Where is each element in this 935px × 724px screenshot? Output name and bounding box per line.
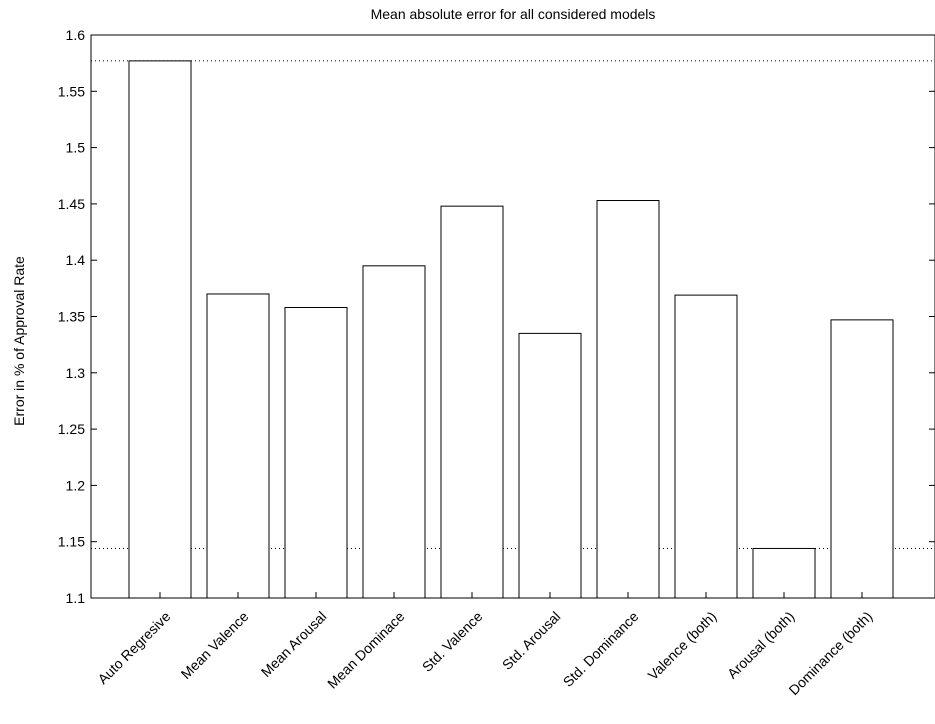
x-tick-label: Mean Dominace bbox=[324, 608, 408, 692]
y-axis-label: Error in % of Approval Rate bbox=[11, 256, 27, 426]
bar bbox=[518, 332, 582, 599]
x-tick-label: Std. Valence bbox=[419, 608, 486, 675]
y-tick-label: 1.35 bbox=[58, 309, 85, 325]
x-tick-label: Auto Regresive bbox=[94, 608, 173, 687]
bar bbox=[206, 293, 270, 599]
bar bbox=[752, 547, 816, 599]
y-tick-label: 1.6 bbox=[66, 27, 86, 43]
y-axis-ticks: 1.1 1.15 1.2 1.25 1.3 1.35 1.4 1.45 1.5 1.55 1.6 bbox=[58, 27, 935, 606]
y-tick-label: 1.2 bbox=[66, 477, 86, 493]
x-tick-label: Dominance (both) bbox=[785, 608, 875, 698]
x-tick-label: Valence (both) bbox=[645, 608, 720, 683]
x-tick-label: Mean Valence bbox=[178, 608, 252, 682]
chart-title: Mean absolute error for all considered m… bbox=[371, 6, 656, 22]
x-axis-ticks: Auto Regresive Mean Valence Mean ArousalMe… bbox=[94, 592, 875, 698]
y-tick-label: 1.25 bbox=[58, 421, 85, 437]
bar bbox=[674, 294, 738, 599]
y-tick-label: 1.45 bbox=[58, 196, 85, 212]
y-tick-label: 1.5 bbox=[66, 140, 86, 156]
y-tick-label: 1.4 bbox=[66, 252, 86, 268]
bar bbox=[830, 319, 894, 599]
plot-frame bbox=[90, 34, 935, 599]
bars bbox=[128, 60, 894, 599]
x-tick-label: Mean Arousal bbox=[258, 608, 330, 680]
y-tick-label: 1.1 bbox=[66, 590, 86, 606]
x-tick-label: Std. Arousal bbox=[499, 608, 564, 673]
bar bbox=[596, 200, 660, 599]
bar bbox=[128, 60, 192, 599]
bar bbox=[440, 205, 504, 599]
y-tick-label: 1.55 bbox=[58, 83, 85, 99]
bar bbox=[284, 306, 348, 599]
bar bbox=[362, 265, 426, 599]
y-tick-label: 1.15 bbox=[58, 534, 85, 550]
x-tick-label: Arousal (both) bbox=[724, 608, 797, 681]
x-tick-label: Std. Dominance bbox=[560, 608, 642, 690]
y-tick-label: 1.3 bbox=[66, 365, 86, 381]
